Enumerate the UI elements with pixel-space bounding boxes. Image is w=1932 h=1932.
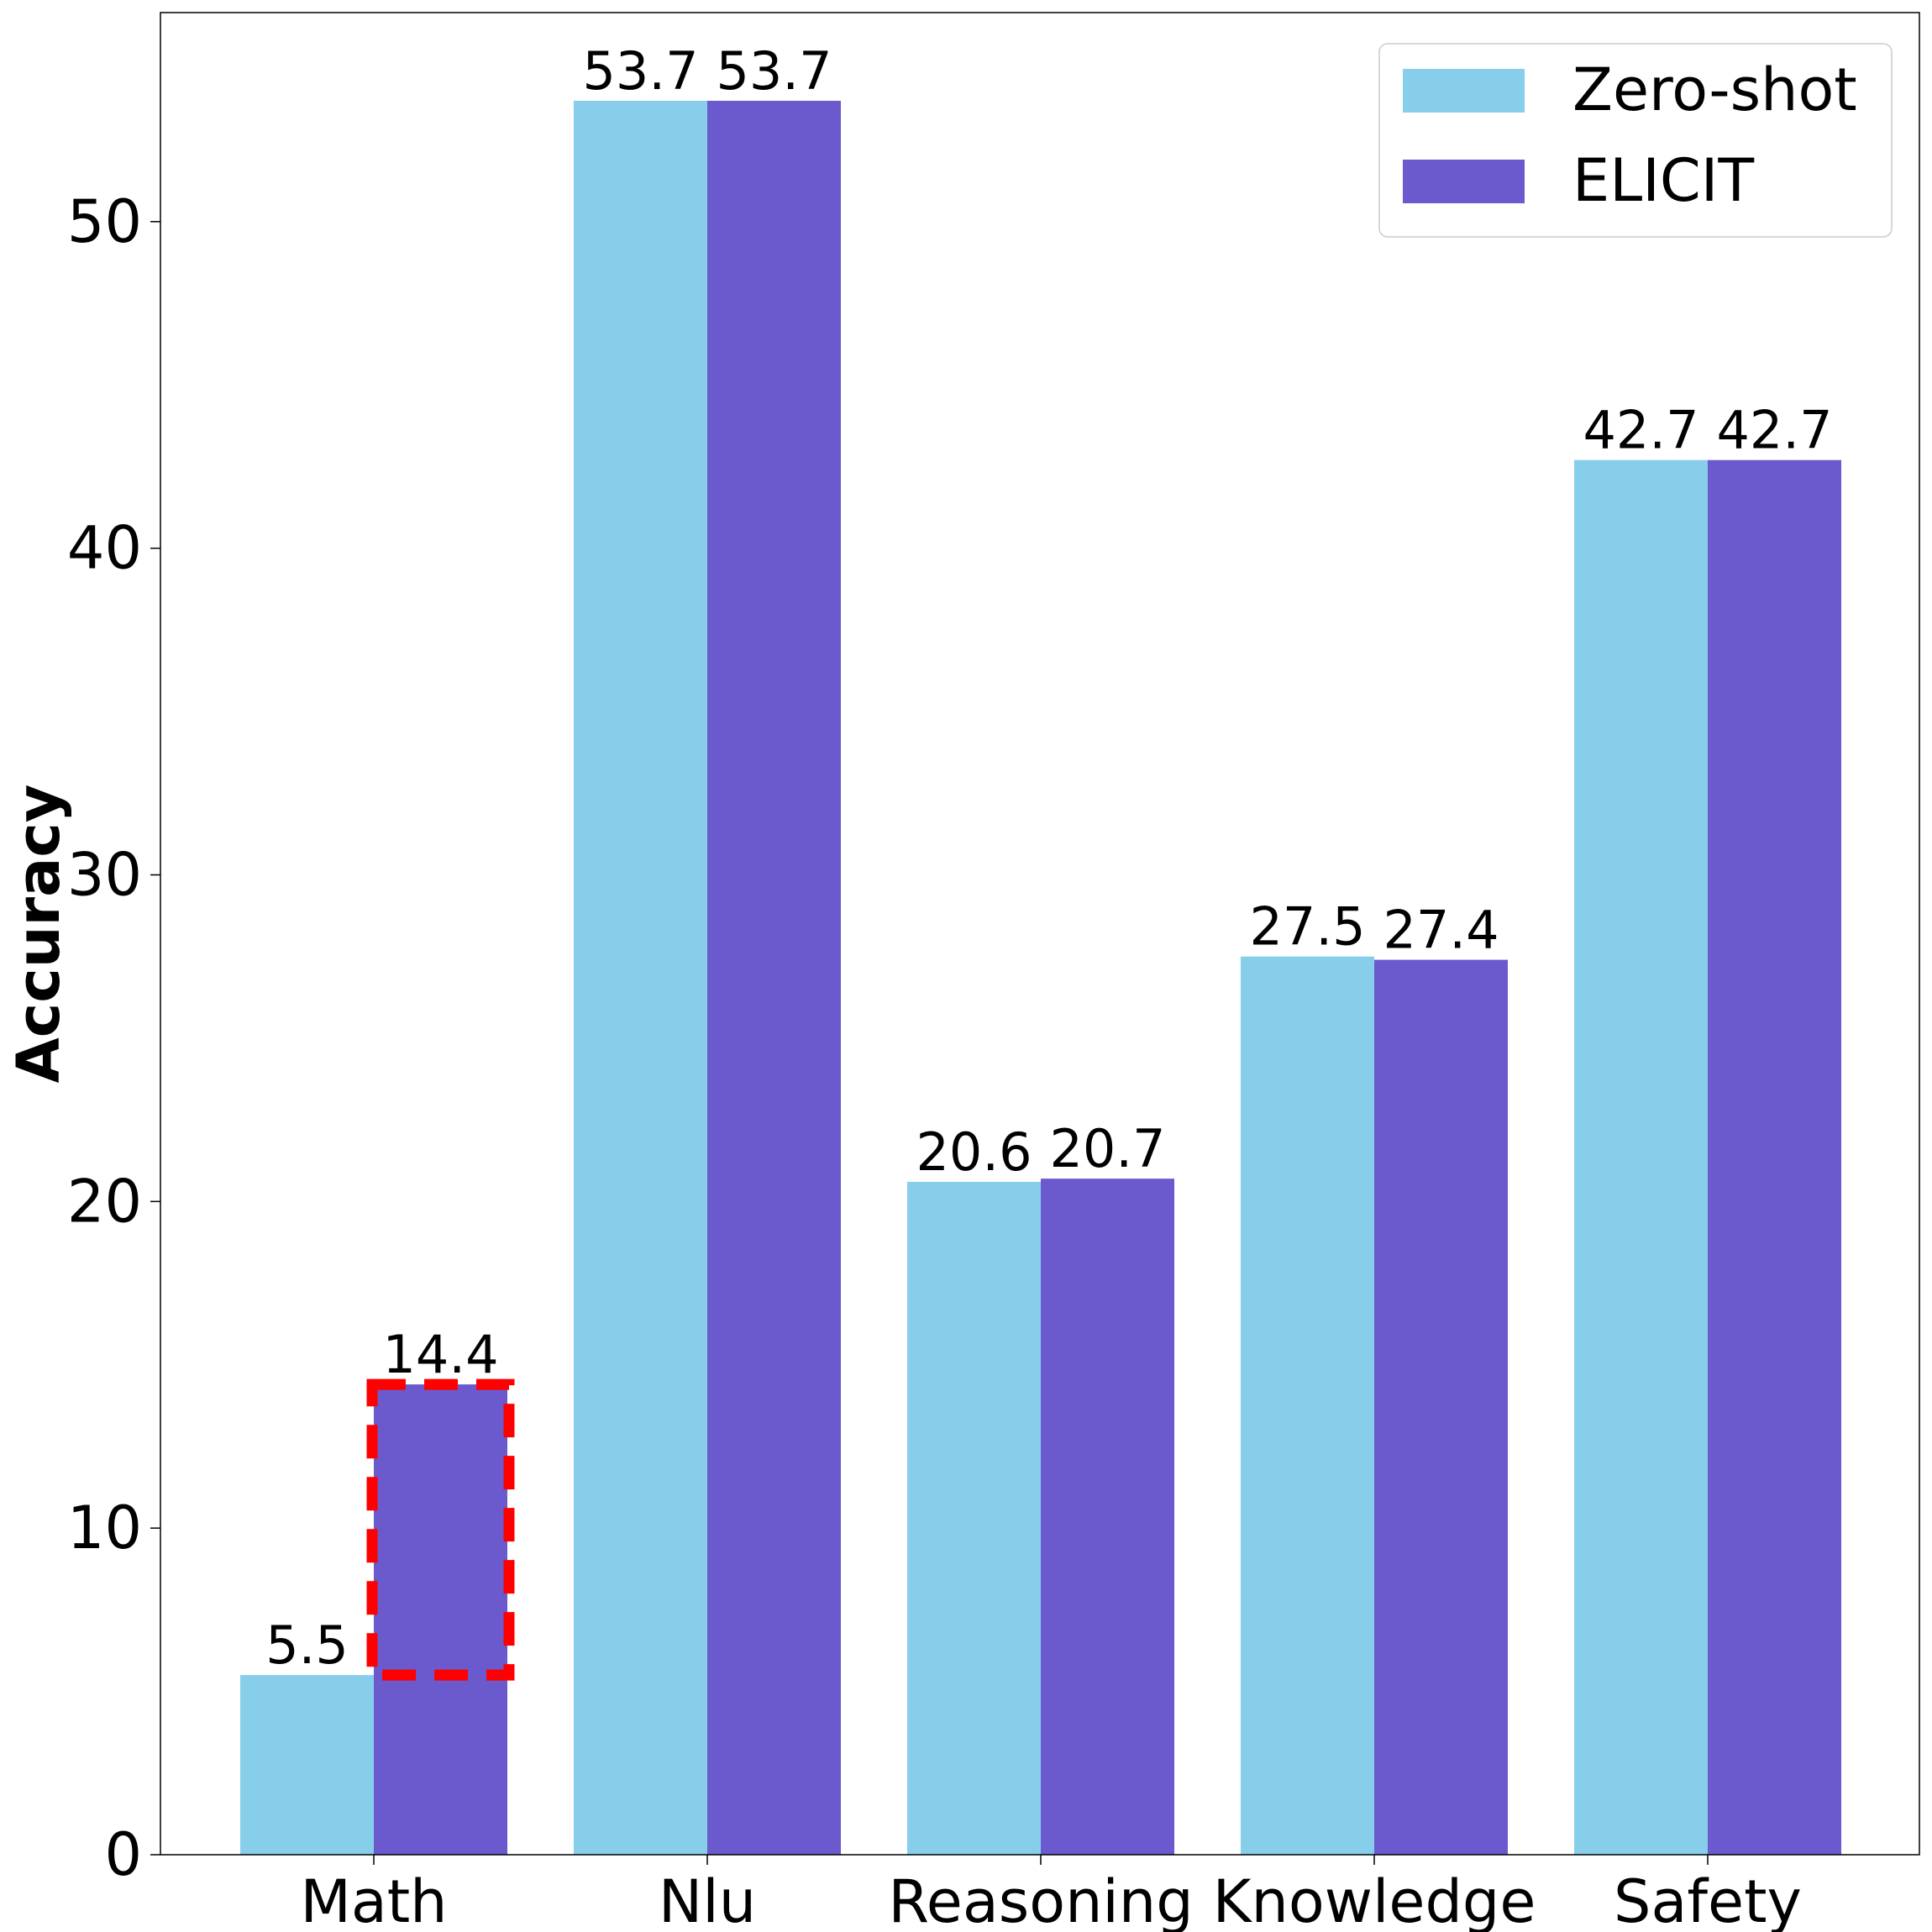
highlight-group xyxy=(366,1378,515,1681)
x-tick-label: Reasoning xyxy=(888,1867,1193,1932)
y-axis-label: Accuracy xyxy=(4,785,73,1084)
y-tick-label: 30 xyxy=(67,841,142,910)
y-tick-label: 0 xyxy=(104,1820,142,1889)
data-label: 53.7 xyxy=(582,40,698,102)
x-tick-label: Math xyxy=(300,1867,447,1932)
legend-swatch xyxy=(1403,160,1525,203)
bar-zero-shot-reasoning xyxy=(907,1182,1041,1855)
bar-elicit-math xyxy=(374,1384,507,1855)
x-axis: Math Nlu Reasoning Knowledge Safety xyxy=(300,1855,1802,1932)
bar-zero-shot-safety xyxy=(1574,459,1708,1856)
bar-elicit-knowledge xyxy=(1374,959,1508,1855)
data-label: 27.5 xyxy=(1249,896,1365,958)
y-tick-label: 10 xyxy=(67,1494,142,1562)
data-label: 20.6 xyxy=(916,1121,1032,1183)
bars-group xyxy=(240,100,1841,1856)
legend: Zero-shot ELICIT xyxy=(1378,43,1893,238)
data-label: 42.7 xyxy=(1716,400,1832,461)
bar-zero-shot-knowledge xyxy=(1241,956,1374,1855)
bar-zero-shot-nlu xyxy=(574,100,707,1855)
legend-label: Zero-shot xyxy=(1572,55,1857,124)
y-tick-label: 20 xyxy=(67,1167,142,1236)
y-tick-label: 40 xyxy=(67,514,142,583)
bar-elicit-reasoning xyxy=(1041,1179,1174,1855)
legend-label: ELICIT xyxy=(1572,146,1754,215)
data-label: 53.7 xyxy=(716,40,832,102)
highlight-box xyxy=(366,1378,515,1681)
y-tick-label: 50 xyxy=(67,187,142,256)
data-label: 14.4 xyxy=(382,1324,498,1385)
data-label: 20.7 xyxy=(1049,1118,1165,1179)
x-tick-label: Safety xyxy=(1614,1867,1802,1932)
data-label: 27.4 xyxy=(1383,900,1499,961)
data-label: 5.5 xyxy=(265,1614,349,1676)
axes-frame xyxy=(160,12,1920,1856)
bar-elicit-nlu xyxy=(707,100,841,1855)
x-tick-label: Nlu xyxy=(659,1867,756,1932)
bar-zero-shot-math xyxy=(240,1675,374,1855)
bar-elicit-safety xyxy=(1708,459,1841,1856)
data-label: 42.7 xyxy=(1583,400,1698,461)
legend-swatch xyxy=(1403,69,1525,113)
x-tick-label: Knowledge xyxy=(1213,1867,1536,1932)
data-labels-group: 5.5 53.7 20.6 27.5 42.7 14.4 53.7 20.7 27.4 42.7 xyxy=(265,40,1832,1676)
y-axis: 0 10 20 30 40 50 xyxy=(67,187,160,1889)
